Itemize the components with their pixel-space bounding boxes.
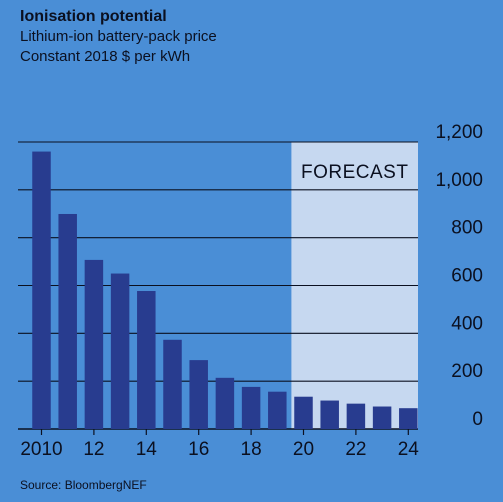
bar-2020 — [294, 396, 313, 429]
chart-unit: Constant 2018 $ per kWh — [20, 48, 191, 65]
forecast-label: FORECAST — [301, 162, 408, 183]
bar-2012 — [84, 259, 104, 429]
bar-2017 — [215, 377, 235, 429]
bar-2016 — [189, 360, 208, 429]
y-axis-ticks: 0 200 400 600 800 1,000 1,200 — [435, 122, 483, 430]
bar-2021 — [320, 400, 339, 429]
bar-2013 — [110, 273, 130, 429]
y-tick-label: 0 — [472, 409, 483, 430]
title-block: Ionisation potential Lithium-ion battery… — [20, 6, 217, 67]
bar-2011 — [58, 213, 77, 429]
bar-2018 — [241, 386, 261, 429]
bar-2023 — [372, 406, 392, 429]
bar-2024 — [399, 408, 418, 429]
bar-2010 — [32, 151, 51, 430]
bar-2022 — [346, 403, 366, 429]
bar-2019 — [268, 391, 287, 429]
x-tick-label: 20 — [293, 439, 314, 460]
chart-subtitle: Lithium-ion battery-pack price — [20, 28, 217, 45]
source-note: Source: BloombergNEF — [20, 478, 147, 492]
y-tick-label: 200 — [451, 361, 483, 382]
x-tick-label: 12 — [83, 439, 104, 460]
bars — [32, 151, 418, 430]
x-tick-label: 14 — [136, 439, 158, 460]
chart-title: Ionisation potential — [20, 8, 167, 25]
y-tick-label: 1,200 — [435, 122, 483, 143]
y-tick-label: 1,000 — [435, 170, 483, 191]
y-tick-label: 600 — [451, 266, 483, 287]
x-tick-label: 2010 — [20, 439, 62, 460]
y-tick-label: 400 — [451, 313, 483, 334]
bar-2015 — [163, 339, 182, 429]
y-tick-label: 800 — [451, 218, 483, 239]
x-tick-label: 18 — [241, 439, 262, 460]
x-tick-label: 16 — [188, 439, 209, 460]
bar-2014 — [137, 291, 156, 429]
x-tick-label: 22 — [345, 439, 366, 460]
x-axis-ticks: 2010 12 14 16 18 20 22 24 — [20, 429, 419, 460]
x-tick-label: 24 — [398, 439, 420, 460]
